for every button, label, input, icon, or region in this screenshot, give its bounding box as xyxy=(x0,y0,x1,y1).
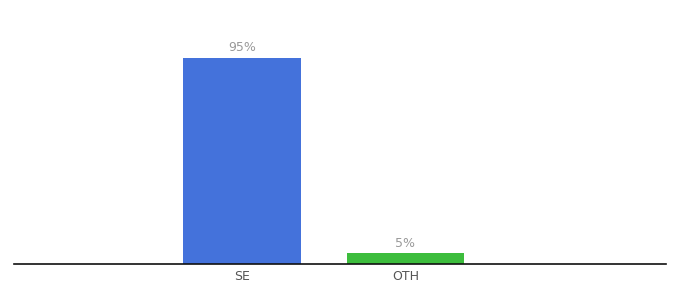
Bar xyxy=(347,253,464,264)
Text: 5%: 5% xyxy=(395,237,415,250)
Text: 95%: 95% xyxy=(228,41,256,55)
Bar xyxy=(184,58,301,264)
